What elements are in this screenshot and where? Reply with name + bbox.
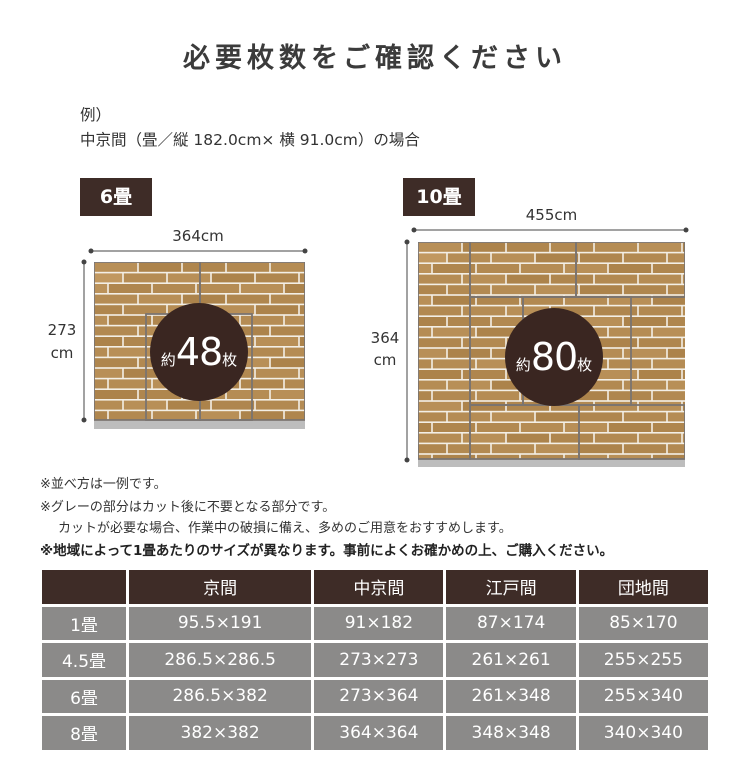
- example-condition: 中京間（畳／縦 182.0cm× 横 91.0cm）の場合: [80, 131, 420, 149]
- table-row: 8畳 382×382 364×364 348×348 340×340: [42, 716, 708, 753]
- note-arrangement: ※並べ方は一例です。: [40, 477, 167, 492]
- note-gray-area: ※グレーの部分はカット後に不要となる部分です。: [40, 500, 336, 515]
- badge-10jo: 10畳: [403, 178, 475, 216]
- table-header-cell: 京間: [129, 570, 312, 607]
- height-dimension-line-6jo: [81, 259, 87, 423]
- page-title: 必要枚数をご確認ください: [183, 43, 567, 74]
- tile-count-badge-10jo: 約80枚: [505, 308, 603, 406]
- table-cell: 85×170: [578, 606, 708, 643]
- table-row: 6畳 286.5×382 273×364 261×348 255×340: [42, 679, 708, 716]
- table-cell: 255×255: [578, 643, 708, 680]
- height-value-6jo: 273: [47, 321, 77, 339]
- table-row: 1畳 95.5×191 91×182 87×174 85×170: [42, 606, 708, 643]
- height-unit-6jo: cm: [50, 344, 74, 362]
- width-label-10jo: 455cm: [525, 206, 578, 224]
- width-dimension-line-6jo: [88, 248, 308, 254]
- table-header-cell: 団地間: [578, 570, 708, 607]
- table-cell: 286.5×286.5: [129, 643, 312, 680]
- table-cell: 340×340: [578, 716, 708, 753]
- table-cell: 286.5×382: [129, 679, 312, 716]
- table-cell: 95.5×191: [129, 606, 312, 643]
- table-header-cell: [42, 570, 126, 607]
- tile-count-badge-6jo: 約48枚: [150, 303, 248, 401]
- table-header-cell: 江戸間: [446, 570, 576, 607]
- note-regional-size: ※地域によって1畳あたりのサイズが異なります。事前によくお確かめの上、ご購入くだ…: [40, 543, 614, 559]
- height-unit-10jo: cm: [373, 351, 397, 369]
- table-header-cell: 中京間: [314, 570, 444, 607]
- count-suffix: 枚: [577, 356, 593, 374]
- table-cell: 273×364: [314, 679, 444, 716]
- row-header-cell: 8畳: [42, 716, 126, 753]
- width-label-6jo: 364cm: [172, 227, 224, 245]
- table-cell: 261×348: [446, 679, 576, 716]
- count-prefix: 約: [515, 356, 531, 374]
- width-dimension-line-10jo: [411, 227, 689, 233]
- example-label: 例）: [80, 106, 112, 124]
- height-value-10jo: 364: [370, 329, 400, 347]
- height-dimension-line-10jo: [404, 239, 410, 463]
- table-cell: 87×174: [446, 606, 576, 643]
- badge-6jo: 6畳: [80, 178, 152, 216]
- row-header-cell: 6畳: [42, 679, 126, 716]
- table-cell: 382×382: [129, 716, 312, 753]
- tile-count: 48: [175, 330, 223, 374]
- row-header-cell: 4.5畳: [42, 643, 126, 680]
- count-prefix: 約: [160, 351, 176, 369]
- note-extra-supply: カットが必要な場合、作業中の破損に備え、多めのご用意をおすすめします。: [58, 521, 512, 536]
- table-body: 1畳 95.5×191 91×182 87×174 85×170 4.5畳 286.5×28…: [42, 606, 708, 753]
- table-header-row: 京間 中京間 江戸間 団地間: [42, 570, 708, 607]
- table-cell: 273×273: [314, 643, 444, 680]
- tile-count: 80: [530, 335, 578, 379]
- row-header-cell: 1畳: [42, 606, 126, 643]
- table-cell: 255×340: [578, 679, 708, 716]
- count-suffix: 枚: [222, 351, 238, 369]
- table-cell: 364×364: [314, 716, 444, 753]
- table-cell: 348×348: [446, 716, 576, 753]
- table-cell: 261×261: [446, 643, 576, 680]
- tatami-size-table: 京間 中京間 江戸間 団地間 1畳 95.5×191 91×182 87×174 85×…: [39, 570, 711, 753]
- table-cell: 91×182: [314, 606, 444, 643]
- table-row: 4.5畳 286.5×286.5 273×273 261×261 255×255: [42, 643, 708, 680]
